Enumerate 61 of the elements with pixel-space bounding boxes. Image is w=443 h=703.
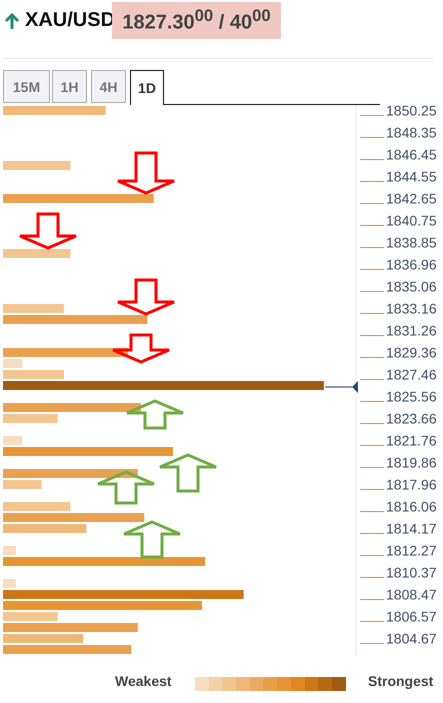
bar xyxy=(3,447,174,456)
bar xyxy=(3,436,22,445)
y-tick-label: 1833.16 xyxy=(386,300,437,316)
y-tick-label: 1838.85 xyxy=(386,234,437,250)
bar xyxy=(3,359,22,368)
y-tick-label: 1823.66 xyxy=(386,410,437,426)
bar xyxy=(3,546,16,555)
bar xyxy=(3,161,70,170)
bar xyxy=(3,590,244,599)
y-tick-label: 1829.36 xyxy=(386,344,437,360)
y-tick-label: 1827.46 xyxy=(386,366,437,382)
y-tick-label: 1831.26 xyxy=(386,322,437,338)
bar xyxy=(3,623,138,632)
chart-subtitle: 1827.30$^{00}$ / 40$^{00}$ xyxy=(122,6,271,35)
bar xyxy=(3,524,86,533)
y-tick-label: 1846.45 xyxy=(386,146,437,162)
y-tick-label: 1842.65 xyxy=(386,190,437,206)
y-tick-label: 1835.06 xyxy=(386,278,437,294)
y-tick-label: 1806.57 xyxy=(386,608,437,624)
bar xyxy=(3,348,128,357)
y-tick-label: 1825.56 xyxy=(386,388,437,404)
bar xyxy=(3,579,16,588)
y-tick-label: 1821.76 xyxy=(386,432,437,448)
y-tick-label: 1804.67 xyxy=(386,630,437,646)
y-tick-label: 1836.96 xyxy=(386,256,437,272)
y-tick-label: 1816.06 xyxy=(386,498,437,514)
bar xyxy=(3,381,324,390)
bar xyxy=(3,106,106,115)
y-tick-label: 1812.27 xyxy=(386,542,437,558)
text: 4H xyxy=(91,70,126,103)
text: Strongest xyxy=(368,673,434,689)
bar xyxy=(3,634,84,643)
text: 1D xyxy=(130,70,164,105)
y-tick-label: 1844.55 xyxy=(386,168,437,184)
y-tick-label: 1817.96 xyxy=(386,476,437,492)
bar xyxy=(3,304,64,313)
y-tick-label: 1850.25 xyxy=(386,102,437,118)
chart-title: XAU/USD xyxy=(25,9,116,32)
y-tick-label: 1814.17 xyxy=(386,520,437,536)
bar xyxy=(3,414,58,423)
y-tick-label: 1819.86 xyxy=(386,454,437,470)
y-tick-label: 1808.47 xyxy=(386,586,437,602)
text: 1H xyxy=(52,70,87,103)
text: Weakest xyxy=(115,673,172,689)
bar xyxy=(3,370,64,379)
bar xyxy=(3,612,58,621)
bar xyxy=(3,645,132,654)
y-tick-label: 1810.37 xyxy=(386,564,437,580)
text: 15M xyxy=(3,70,50,103)
bar xyxy=(3,480,42,489)
bar xyxy=(3,194,154,203)
bar xyxy=(3,502,70,511)
bar xyxy=(3,315,148,324)
bar xyxy=(3,513,144,522)
y-tick-label: 1848.35 xyxy=(386,124,437,140)
bar xyxy=(3,557,206,566)
bar xyxy=(3,469,138,478)
bar xyxy=(3,601,202,610)
y-tick-label: 1840.75 xyxy=(386,212,437,228)
bar xyxy=(3,403,141,412)
bar xyxy=(3,249,70,258)
